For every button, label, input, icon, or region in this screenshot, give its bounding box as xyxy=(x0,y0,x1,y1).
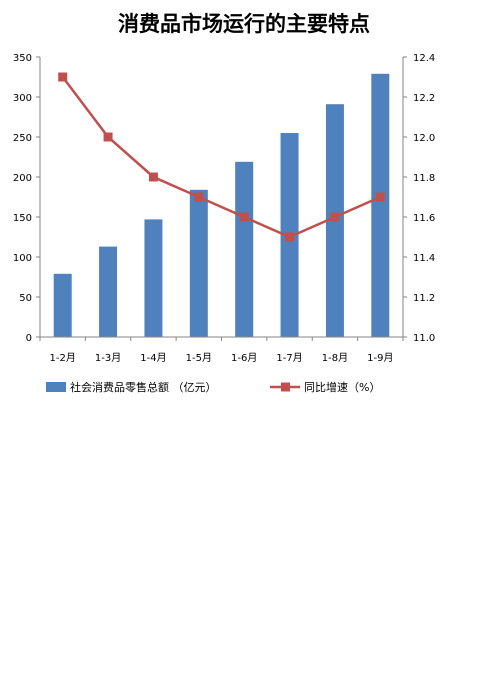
line-point-8 xyxy=(375,192,385,202)
x-tick-label: 1-9月 xyxy=(367,352,393,364)
line-point-4 xyxy=(194,192,204,202)
line-series xyxy=(58,72,385,242)
x-tick-label: 1-7月 xyxy=(276,352,302,364)
legend-line-label: 同比增速（%） xyxy=(304,380,380,394)
left-tick-label: 200 xyxy=(13,173,32,184)
line-point-6 xyxy=(285,232,295,242)
growth-line xyxy=(61,76,381,239)
axes xyxy=(36,56,407,341)
x-tick-label: 1-4月 xyxy=(140,352,166,364)
right-tick-label: 11.4 xyxy=(413,253,435,264)
line-point-1 xyxy=(58,72,68,82)
x-tick-label: 1-2月 xyxy=(50,352,76,364)
chart-title: 消费品市场运行的主要特点 xyxy=(118,11,370,36)
right-tick-label: 12.0 xyxy=(413,133,435,144)
line-point-7 xyxy=(330,212,340,222)
x-tick-label: 1-6月 xyxy=(231,352,257,364)
legend-bar-label: 社会消费品零售总额 （亿元） xyxy=(70,380,217,394)
left-tick-label: 250 xyxy=(13,133,32,144)
legend: 社会消费品零售总额 （亿元） 同比增速（%） xyxy=(46,380,380,394)
right-tick-label: 12.4 xyxy=(413,53,435,64)
left-tick-label: 350 xyxy=(13,53,32,64)
bar-1 xyxy=(53,273,72,337)
left-tick-label: 150 xyxy=(13,213,32,224)
bar-series xyxy=(53,73,390,338)
legend-line-marker xyxy=(281,382,290,392)
bar-3 xyxy=(144,219,163,337)
tick-labels: 0 50 100 150 200 250 300 350 11.0 11.2 11.4 11.6 11.… xyxy=(13,53,435,364)
line-point-2 xyxy=(103,132,113,142)
right-tick-label: 11.8 xyxy=(413,173,435,184)
line-point-5 xyxy=(239,212,249,222)
bar-8 xyxy=(371,73,390,338)
left-tick-label: 0 xyxy=(26,333,32,344)
left-tick-label: 100 xyxy=(13,253,32,264)
right-tick-label: 12.2 xyxy=(413,93,435,104)
x-tick-label: 1-8月 xyxy=(322,352,348,364)
right-tick-label: 11.0 xyxy=(413,333,435,344)
line-point-3 xyxy=(148,172,158,182)
right-tick-label: 11.2 xyxy=(413,293,435,304)
left-tick-label: 50 xyxy=(19,293,32,304)
bar-5 xyxy=(235,161,254,337)
right-tick-label: 11.6 xyxy=(413,213,435,224)
bar-2 xyxy=(99,246,118,337)
x-tick-label: 1-3月 xyxy=(95,352,121,364)
x-tick-label: 1-5月 xyxy=(186,352,212,364)
legend-bar-swatch xyxy=(46,382,66,392)
bar-4 xyxy=(189,189,208,337)
left-tick-label: 300 xyxy=(13,93,32,104)
